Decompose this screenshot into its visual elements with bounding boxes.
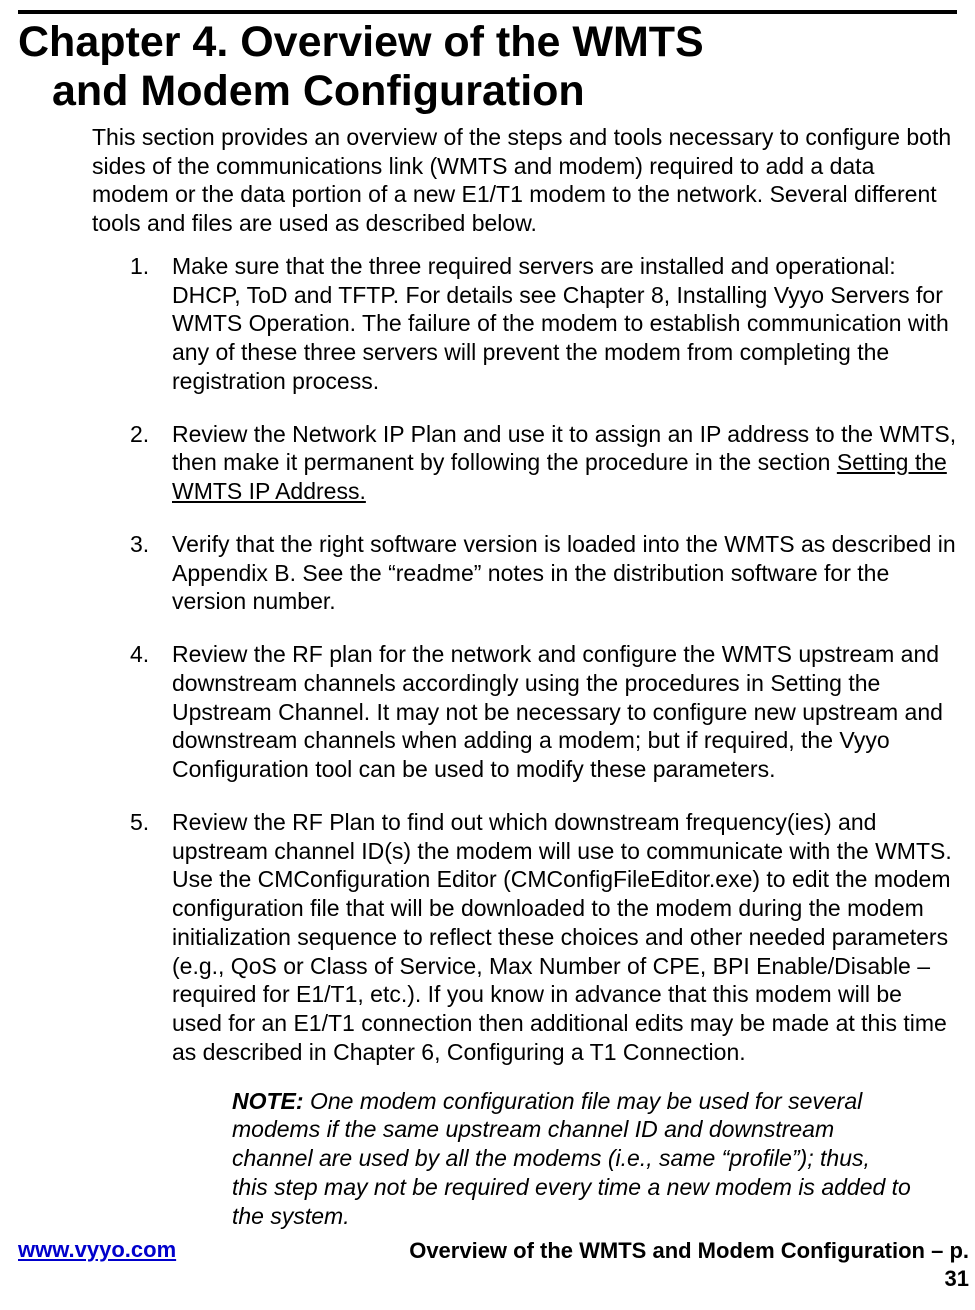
footer-section-title: Overview of the WMTS and Modem Configura… [409, 1238, 969, 1263]
step-number: 3. [130, 530, 149, 559]
step-number: 4. [130, 640, 149, 669]
step-5: 5. Review the RF Plan to find out which … [130, 808, 957, 1231]
step-number: 5. [130, 808, 149, 837]
note-label: NOTE: [232, 1088, 304, 1114]
document-page: Chapter 4. Overview of the WMTS and Mode… [0, 10, 975, 1310]
chapter-title-line2: and Modem Configuration [18, 67, 585, 115]
intro-paragraph: This section provides an overview of the… [92, 123, 952, 238]
chapter-title-line1: Chapter 4. Overview of the WMTS [18, 18, 704, 66]
top-rule [18, 10, 957, 14]
note-text: One modem configuration file may be used… [232, 1088, 911, 1229]
page-footer: www.vyyo.com Overview of the WMTS and Mo… [18, 1237, 969, 1292]
step-text: Verify that the right software version i… [172, 531, 956, 615]
note-block: NOTE: One modem configuration file may b… [232, 1087, 912, 1231]
step-1: 1. Make sure that the three required ser… [130, 252, 957, 396]
footer-right: Overview of the WMTS and Modem Configura… [409, 1237, 969, 1292]
step-text: Review the RF plan for the network and c… [172, 641, 943, 782]
footer-website-link[interactable]: www.vyyo.com [18, 1237, 176, 1263]
step-number: 2. [130, 420, 149, 449]
steps-list: 1. Make sure that the three required ser… [130, 252, 957, 1231]
chapter-title: Chapter 4. Overview of the WMTS and Mode… [18, 18, 957, 117]
step-3: 3. Verify that the right software versio… [130, 530, 957, 616]
step-2: 2. Review the Network IP Plan and use it… [130, 420, 957, 506]
step-text: Make sure that the three required server… [172, 253, 949, 394]
step-text: Review the RF Plan to find out which dow… [172, 809, 952, 1065]
step-number: 1. [130, 252, 149, 281]
step-4: 4. Review the RF plan for the network an… [130, 640, 957, 784]
footer-page-number: 31 [945, 1266, 969, 1291]
